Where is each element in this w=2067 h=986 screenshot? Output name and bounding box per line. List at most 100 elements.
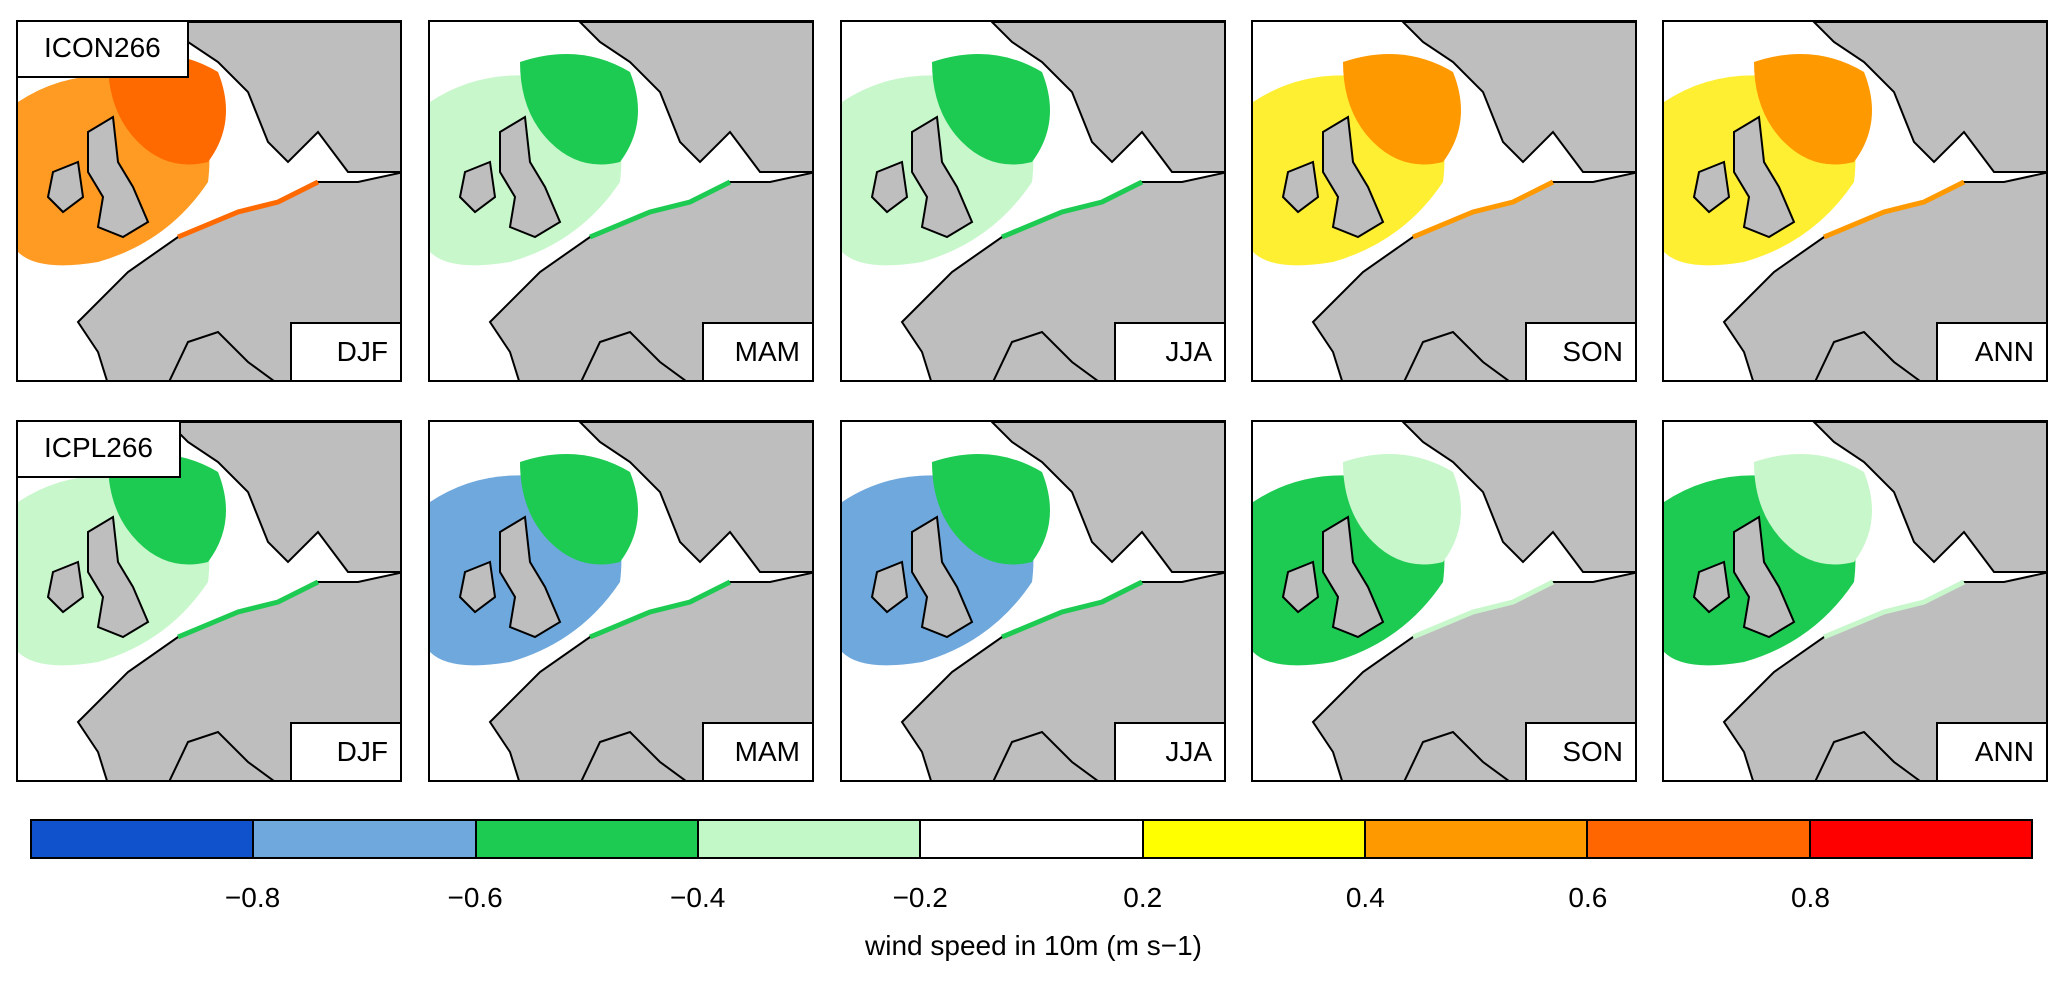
land-iberia <box>168 330 275 380</box>
model-label: ICPL266 <box>18 422 181 478</box>
land-great-britain <box>1733 115 1796 239</box>
colorbar-swatch <box>698 821 922 857</box>
land-ireland <box>1692 160 1731 214</box>
coastal-fringe <box>589 579 732 640</box>
sea-anomaly-north <box>932 54 1050 165</box>
colorbar <box>30 819 2033 859</box>
colorbar-tick-label: 0.8 <box>1790 882 1830 913</box>
map-panel-icpl266-jja: JJA <box>840 420 1226 782</box>
coastal-fringe <box>1412 579 1555 640</box>
sea-anomaly-north <box>1343 54 1461 165</box>
season-label: JJA <box>1114 322 1224 380</box>
sea-anomaly-north <box>520 454 638 565</box>
season-label: DJF <box>290 322 400 380</box>
season-label: SON <box>1525 722 1635 780</box>
land-scandinavia <box>990 22 1224 173</box>
colorbar-swatch <box>1588 821 1811 857</box>
sea-anomaly-north <box>108 454 226 565</box>
colorbar-swatch <box>921 821 1144 857</box>
colorbar-swatch <box>32 821 255 857</box>
land-great-britain <box>499 515 562 639</box>
colorbar-tick-label: 0.2 <box>1123 882 1163 913</box>
land-ireland <box>46 160 85 214</box>
land-great-britain <box>911 515 974 639</box>
season-label: ANN <box>1936 322 2046 380</box>
season-label: ANN <box>1936 722 2046 780</box>
land-iberia <box>1814 330 1921 380</box>
colorbar-tick-label: 0.6 <box>1568 882 1608 913</box>
coastal-fringe <box>1412 179 1555 240</box>
coastal-fringe <box>1823 579 1966 640</box>
coastal-fringe <box>177 179 320 240</box>
land-great-britain <box>1322 515 1385 639</box>
coastal-fringe <box>1823 179 1966 240</box>
land-great-britain <box>1322 115 1385 239</box>
land-scandinavia <box>1401 22 1635 173</box>
land-scandinavia <box>1812 422 2046 573</box>
land-ireland <box>1692 560 1731 614</box>
map-panel-icon266-djf: ICON266 DJF <box>16 20 402 382</box>
land-ireland <box>870 160 909 214</box>
colorbar-tick-label: −0.4 <box>670 882 726 913</box>
land-scandinavia <box>1401 422 1635 573</box>
map-panel-icpl266-ann: ANN <box>1662 420 2048 782</box>
map-canvas <box>18 22 400 380</box>
colorbar-swatch <box>1810 821 2031 857</box>
colorbar-tick-label: −0.8 <box>224 882 281 913</box>
season-label: MAM <box>702 322 812 380</box>
colorbar-swatch <box>1365 821 1589 857</box>
colorbar-tick-label: −0.2 <box>892 882 948 913</box>
colorbar-swatch <box>1143 821 1366 857</box>
season-label: SON <box>1525 322 1635 380</box>
map-panel-icpl266-mam: MAM <box>428 420 814 782</box>
sea-anomaly-north <box>932 454 1050 565</box>
land-iberia <box>580 730 687 780</box>
map-panel-icon266-mam: MAM <box>428 20 814 382</box>
colorbar-tick-label: 0.4 <box>1345 882 1385 913</box>
colorbar-swatch <box>254 821 477 857</box>
sea-anomaly-north <box>108 54 226 165</box>
land-iberia <box>1403 730 1510 780</box>
land-iberia <box>1403 330 1510 380</box>
land-iberia <box>992 330 1099 380</box>
season-label: DJF <box>290 722 400 780</box>
sea-anomaly-north <box>1754 454 1872 565</box>
sea-anomaly-north <box>520 54 638 165</box>
season-label: JJA <box>1114 722 1224 780</box>
land-iberia <box>580 330 687 380</box>
land-scandinavia <box>1812 22 2046 173</box>
land-scandinavia <box>578 422 812 573</box>
map-canvas <box>842 422 1224 780</box>
land-great-britain <box>911 115 974 239</box>
land-great-britain <box>499 115 562 239</box>
coastal-fringe <box>589 179 732 240</box>
map-panel-icon266-son: SON <box>1251 20 1637 382</box>
land-ireland <box>458 560 497 614</box>
map-canvas <box>1664 422 2046 780</box>
land-ireland <box>458 160 497 214</box>
colorbar-swatch <box>476 821 699 857</box>
colorbar-title: wind speed in 10m (m s−1) <box>865 930 1202 961</box>
model-label: ICON266 <box>18 22 189 78</box>
coastal-fringe <box>1001 579 1144 640</box>
map-panel-icpl266-son: SON <box>1251 420 1637 782</box>
sea-anomaly-north <box>1343 454 1461 565</box>
map-canvas <box>430 22 812 380</box>
land-ireland <box>870 560 909 614</box>
land-ireland <box>1281 560 1320 614</box>
season-label: MAM <box>702 722 812 780</box>
land-scandinavia <box>578 22 812 173</box>
colorbar-tick-label: −0.6 <box>447 882 503 913</box>
sea-anomaly-north <box>1754 54 1872 165</box>
land-iberia <box>992 730 1099 780</box>
land-iberia <box>1814 730 1921 780</box>
land-scandinavia <box>990 422 1224 573</box>
map-panel-icon266-jja: JJA <box>840 20 1226 382</box>
coastal-fringe <box>1001 179 1144 240</box>
land-great-britain <box>1733 515 1796 639</box>
land-scandinavia <box>166 22 400 173</box>
land-ireland <box>46 560 85 614</box>
land-great-britain <box>87 115 150 239</box>
land-great-britain <box>87 515 150 639</box>
land-iberia <box>168 730 275 780</box>
